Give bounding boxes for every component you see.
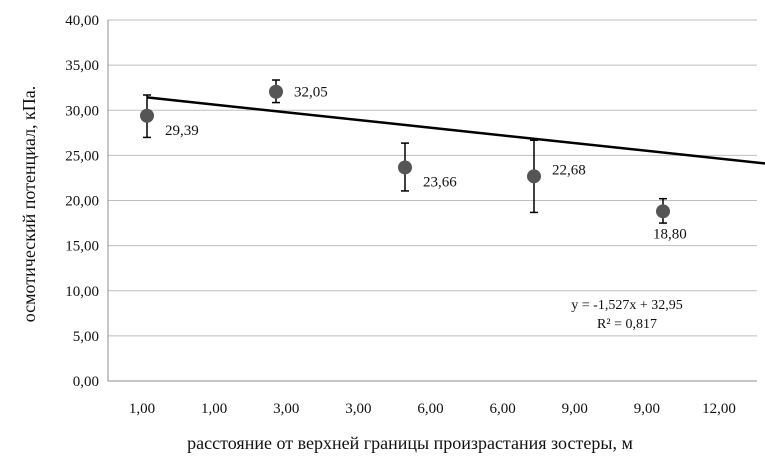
x-tick-label: 3,00 — [273, 401, 299, 417]
data-label: 22,68 — [552, 162, 586, 178]
x-tick-label: 9,00 — [634, 401, 660, 417]
x-tick-label: 6,00 — [489, 401, 515, 417]
gridlines — [108, 19, 757, 337]
data-labels: 29,39 32,05 23,66 22,68 18,80 — [165, 85, 687, 243]
y-tick-label: 0,00 — [73, 374, 99, 390]
data-label: 23,66 — [423, 174, 457, 190]
trendline — [146, 96, 765, 165]
y-tick-label: 35,00 — [65, 58, 99, 74]
y-tick-labels: 0,00 5,00 10,00 15,00 20,00 25,00 30,00 35,00 40… — [65, 13, 99, 390]
data-point — [398, 160, 412, 175]
y-tick-label: 10,00 — [65, 284, 99, 300]
x-tick-label: 1,00 — [201, 401, 227, 417]
x-tick-label: 12,00 — [702, 401, 736, 417]
data-points — [140, 84, 670, 219]
y-tick-label: 15,00 — [65, 239, 99, 255]
y-tick-label: 20,00 — [65, 194, 99, 210]
data-point — [656, 204, 670, 219]
x-axis-title: расстояние от верхней границы произраста… — [187, 433, 633, 453]
y-tick-label: 5,00 — [73, 329, 99, 345]
y-axis-title: осмотический потенциал, кПа. — [19, 86, 39, 323]
data-point — [527, 169, 541, 184]
data-point — [269, 84, 283, 99]
x-tick-label: 6,00 — [417, 401, 443, 417]
x-tick-labels: 1,00 1,00 3,00 3,00 6,00 6,00 9,00 9,00 12,00 — [129, 401, 736, 417]
data-label: 18,80 — [653, 226, 687, 242]
trend-r-squared: R² = 0,817 — [597, 317, 657, 332]
data-point — [140, 108, 154, 123]
y-tick-label: 40,00 — [65, 13, 99, 29]
x-tick-label: 9,00 — [562, 401, 588, 417]
x-tick-label: 1,00 — [129, 401, 155, 417]
x-tick-label: 3,00 — [345, 401, 371, 417]
error-bars — [143, 79, 667, 224]
y-tick-label: 25,00 — [65, 148, 99, 164]
y-tick-label: 30,00 — [65, 103, 99, 119]
data-label: 29,39 — [165, 123, 199, 139]
trend-equation: y = -1,527x + 32,95 — [571, 298, 682, 313]
data-label: 32,05 — [294, 85, 328, 101]
